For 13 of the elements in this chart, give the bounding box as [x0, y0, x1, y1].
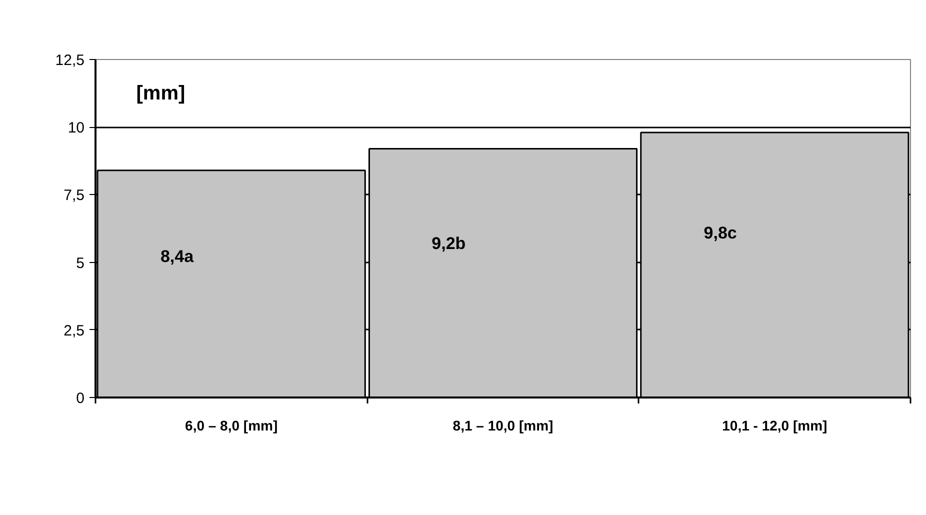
- y-axis-title: [mm]: [136, 82, 186, 104]
- data-label: 9,8c: [704, 224, 737, 243]
- x-tick-label: 10,1 - 12,0 [mm]: [722, 418, 828, 434]
- y-tick-label: 5: [76, 254, 84, 272]
- data-label: 9,2b: [432, 234, 466, 253]
- y-tick-label: 2,5: [64, 322, 85, 340]
- x-tick-label: 6,0 – 8,0 [mm]: [185, 418, 278, 434]
- y-tick-label: 7,5: [64, 187, 85, 204]
- y-tick-label: 10: [68, 120, 85, 137]
- data-label: 8,4a: [160, 247, 194, 266]
- y-tick-label: 12,5: [55, 52, 85, 69]
- y-tick-label: 0: [76, 390, 84, 407]
- x-tick-label: 8,1 – 10,0 [mm]: [452, 418, 554, 434]
